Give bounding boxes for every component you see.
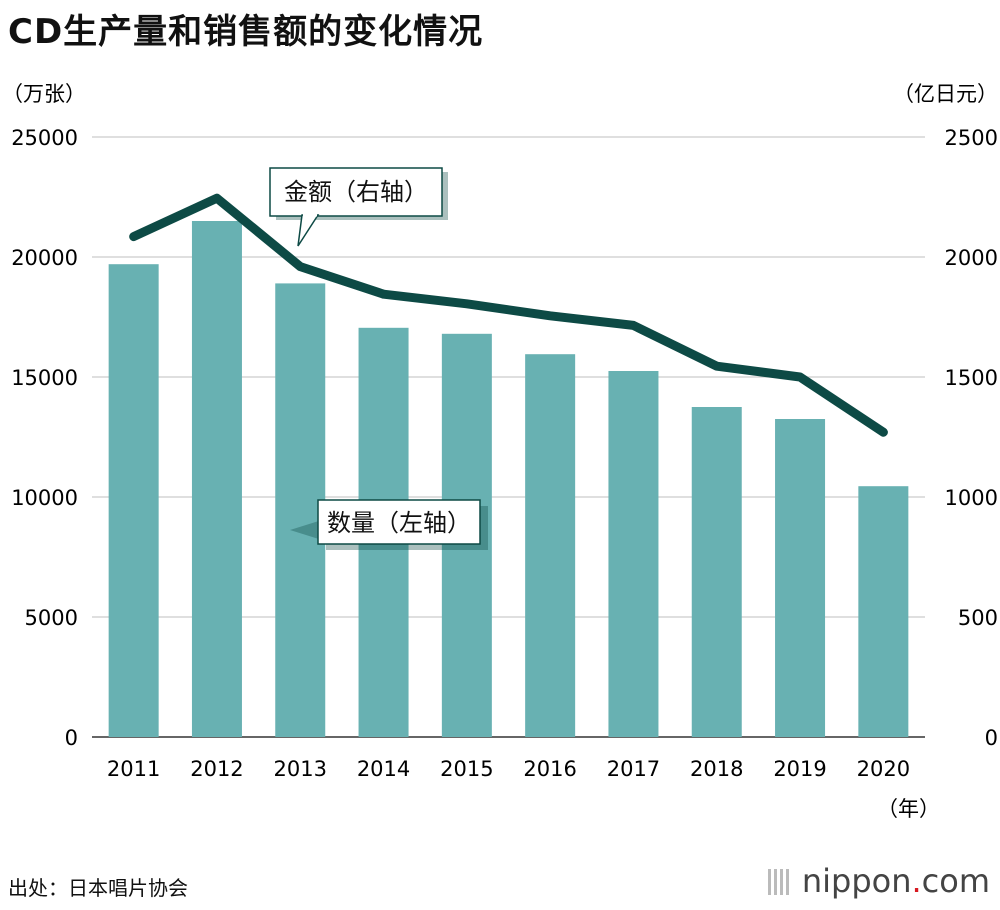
brand-logo: nippon.com [767, 862, 990, 900]
y-left-tick-label: 15000 [11, 366, 78, 390]
y-right-tick-label: 2000 [945, 246, 998, 270]
bar-2020 [858, 486, 909, 737]
y-right-tick-label: 0 [985, 726, 998, 750]
bar-series [108, 221, 909, 737]
y-right-tick-label: 1500 [945, 366, 998, 390]
y-left-tick-label: 10000 [11, 486, 78, 510]
y-right-tick-label: 500 [958, 606, 998, 630]
quantity-callout-label: 数量（左轴） [327, 509, 471, 537]
chart-title: CD生产量和销售额的变化情况 [8, 12, 484, 52]
y-left-tick-label: 5000 [25, 606, 78, 630]
x-tick-label: 2012 [190, 757, 243, 781]
x-unit: （年） [877, 797, 940, 821]
bar-2018 [691, 407, 742, 737]
y-right-unit: （亿日元） [893, 82, 998, 106]
axes: 0 5000 10000 15000 20000 25000 0 500 1000 1500 200… [11, 126, 998, 781]
x-tick-label: 2020 [857, 757, 910, 781]
y-right-tick-label: 2500 [945, 126, 998, 150]
amount-line [129, 193, 888, 437]
x-tick-label: 2013 [274, 757, 327, 781]
bar-2016 [525, 354, 576, 737]
bar-2013 [275, 283, 326, 737]
y-right-tick-label: 1000 [945, 486, 998, 510]
amount-callout-label: 金额（右轴） [284, 178, 428, 206]
x-tick-label: 2014 [357, 757, 410, 781]
x-tick-label: 2018 [690, 757, 743, 781]
source-note: 出处：日本唱片协会 [8, 876, 188, 900]
brand-bars-icon [767, 869, 792, 895]
y-left-tick-label: 0 [65, 726, 78, 750]
x-tick-label: 2017 [607, 757, 660, 781]
bar-2019 [775, 419, 826, 737]
bar-2011 [108, 264, 159, 737]
y-left-tick-label: 25000 [11, 126, 78, 150]
x-tick-label: 2019 [773, 757, 826, 781]
x-tick-label: 2016 [523, 757, 576, 781]
y-left-tick-label: 20000 [11, 246, 78, 270]
amount-callout: 金额（右轴） [269, 167, 448, 247]
x-tick-label: 2011 [107, 757, 160, 781]
bar-2017 [608, 371, 659, 737]
y-left-unit: （万张） [2, 82, 86, 106]
x-tick-label: 2015 [440, 757, 493, 781]
quantity-callout: 数量（左轴） [290, 499, 488, 550]
bar-2012 [191, 221, 242, 737]
